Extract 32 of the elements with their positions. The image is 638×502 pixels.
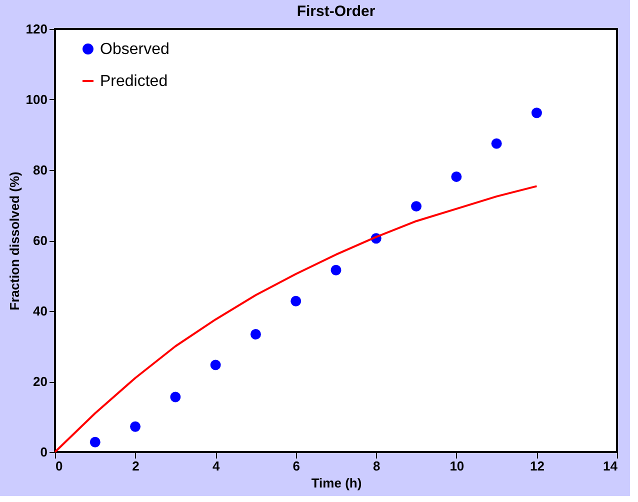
point bbox=[531, 108, 542, 118]
point bbox=[130, 421, 141, 432]
point bbox=[411, 201, 422, 212]
x-tick-label: 8 bbox=[373, 458, 380, 474]
point bbox=[491, 138, 502, 149]
x-tick-label: 14 bbox=[603, 458, 618, 474]
point bbox=[290, 296, 302, 306]
point bbox=[170, 392, 181, 402]
point bbox=[330, 264, 342, 276]
x-tick-label: 10 bbox=[450, 458, 464, 474]
legend-label: Predicted bbox=[100, 73, 168, 90]
point bbox=[250, 329, 261, 340]
y-tick-label: 20 bbox=[33, 374, 48, 389]
point bbox=[90, 436, 100, 448]
y-tick-label: 40 bbox=[33, 304, 48, 318]
y-tick-label: 120 bbox=[26, 22, 48, 36]
x-tick-label: 6 bbox=[292, 458, 300, 474]
y-tick-label: 100 bbox=[26, 92, 48, 107]
x-axis-title: Time (h) bbox=[311, 476, 362, 490]
x-tick-label: 2 bbox=[132, 458, 140, 474]
x-tick-label: 12 bbox=[530, 458, 544, 474]
y-tick-label: 80 bbox=[33, 162, 48, 178]
chart-title: First-Order bbox=[296, 3, 376, 20]
y-tick-label: 60 bbox=[33, 233, 48, 248]
x-tick-label: 0 bbox=[56, 458, 63, 474]
y-axis-title: Fraction dissolved (%) bbox=[6, 172, 22, 310]
x-tick-label: 4 bbox=[212, 458, 220, 474]
line-series bbox=[54, 185, 538, 453]
point bbox=[451, 171, 462, 182]
point bbox=[210, 360, 221, 370]
y-tick-label: 0 bbox=[40, 444, 48, 460]
legend-label: Observed bbox=[100, 41, 170, 58]
